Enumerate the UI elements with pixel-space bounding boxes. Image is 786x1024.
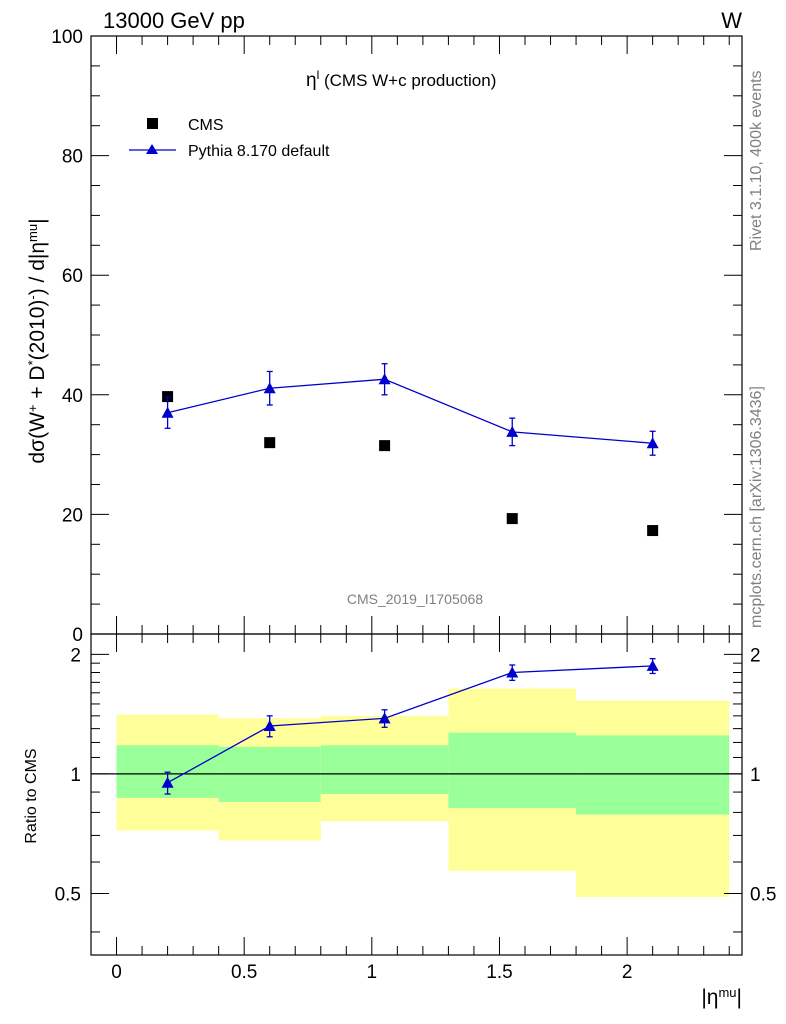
top-ytick-label-2: 40 bbox=[62, 386, 83, 407]
inner-title-rest: (CMS W+c production) bbox=[319, 71, 496, 90]
cms-point-4 bbox=[647, 525, 659, 537]
pythia-point-0 bbox=[161, 406, 174, 418]
top-ytick-label-4: 80 bbox=[62, 147, 83, 168]
top-ylabel-part-5: | bbox=[26, 218, 49, 223]
top-ylabel-sup-4: mu bbox=[25, 224, 40, 242]
inner-title: ηl (CMS W+c production) bbox=[306, 68, 496, 91]
pythia-point-2 bbox=[378, 373, 391, 385]
header-left-title: 13000 GeV pp bbox=[103, 8, 245, 33]
rivet-label: Rivet 3.1.10, 400k events bbox=[748, 70, 765, 251]
top-ytick-label-0: 0 bbox=[72, 625, 83, 646]
bottom-panel-frame bbox=[90, 633, 743, 956]
ratio-bands bbox=[116, 688, 730, 897]
x-axis-label-bar2: | bbox=[737, 986, 742, 1009]
cms-point-3 bbox=[506, 513, 518, 525]
xtick-label-4: 2 bbox=[622, 962, 633, 983]
band-inner-4 bbox=[576, 735, 730, 815]
band-inner-3 bbox=[448, 732, 577, 809]
xtick-label-1: 0.5 bbox=[231, 962, 257, 983]
axes: 0 20 40 60 80 100 0 0.5 1 1.5 2 0.5 0.5 1 1 2 2 bbox=[51, 27, 776, 983]
pythia-point-3 bbox=[506, 425, 519, 437]
pythia-line bbox=[167, 378, 653, 444]
x-axis-label-sup: mu bbox=[718, 985, 736, 1000]
top-ylabel-part-3: (2010) bbox=[26, 300, 49, 361]
top-ylabel-part-2: + D bbox=[26, 365, 49, 404]
bot-ytick-label-right-0: 0.5 bbox=[750, 884, 776, 905]
top-ytick-label-3: 60 bbox=[62, 266, 83, 287]
ratio-pythia-point-0 bbox=[161, 776, 174, 788]
cms-point-2 bbox=[379, 440, 391, 452]
bottom-ylabel: Ratio to CMS bbox=[23, 748, 40, 843]
legend-pythia-label: Pythia 8.170 default bbox=[188, 143, 330, 160]
pythia-point-4 bbox=[646, 437, 659, 449]
bot-ytick-label-right-1: 1 bbox=[750, 765, 761, 786]
top-ylabel-part-1: dσ(W bbox=[26, 412, 49, 464]
bot-ytick-label-left-0: 0.5 bbox=[55, 884, 81, 905]
ratio-pythia-point-2 bbox=[378, 712, 391, 724]
pythia-point-1 bbox=[263, 382, 276, 394]
x-axis-label-bar1: |η bbox=[701, 986, 718, 1009]
xtick-label-0: 0 bbox=[111, 962, 122, 983]
bot-ytick-label-right-2: 2 bbox=[750, 645, 761, 666]
header-right-title: W bbox=[721, 8, 742, 33]
legend-cms-label: CMS bbox=[188, 117, 224, 134]
bot-ytick-label-left-2: 2 bbox=[70, 645, 81, 666]
ratio-pythia-point-4 bbox=[646, 659, 659, 671]
top-ylabel-sup-2: * bbox=[25, 360, 40, 365]
top-ylabel: dσ(W+ + D*(2010)-) / d|ηmu| bbox=[25, 218, 50, 463]
top-ylabel-sup-1: + bbox=[25, 405, 40, 413]
legend-cms-marker bbox=[147, 118, 158, 129]
top-ytick-label-5: 100 bbox=[51, 27, 83, 48]
x-axis-label: |ηmu| bbox=[701, 985, 742, 1010]
top-ylabel-part-4: ) / d|η bbox=[26, 242, 49, 295]
inner-title-eta: η bbox=[306, 70, 317, 91]
ratio-pythia-point-1 bbox=[263, 719, 276, 731]
band-inner-2 bbox=[320, 745, 449, 794]
legend-pythia-marker bbox=[146, 144, 158, 154]
top-ytick-label-1: 20 bbox=[62, 505, 83, 526]
inner-title-sup: l bbox=[317, 68, 320, 82]
xtick-label-2: 1 bbox=[367, 962, 378, 983]
ratio-pythia-point-3 bbox=[506, 666, 519, 678]
analysis-watermark: CMS_2019_I1705068 bbox=[347, 591, 483, 607]
data-marks bbox=[161, 363, 659, 795]
cms-point-1 bbox=[264, 437, 276, 449]
top-ylabel-sup-3: - bbox=[25, 295, 40, 299]
bot-ytick-label-left-1: 1 bbox=[70, 765, 81, 786]
mcplots-label: mcplots.cern.ch [arXiv:1306.3436] bbox=[748, 386, 765, 628]
xtick-label-3: 1.5 bbox=[486, 962, 512, 983]
